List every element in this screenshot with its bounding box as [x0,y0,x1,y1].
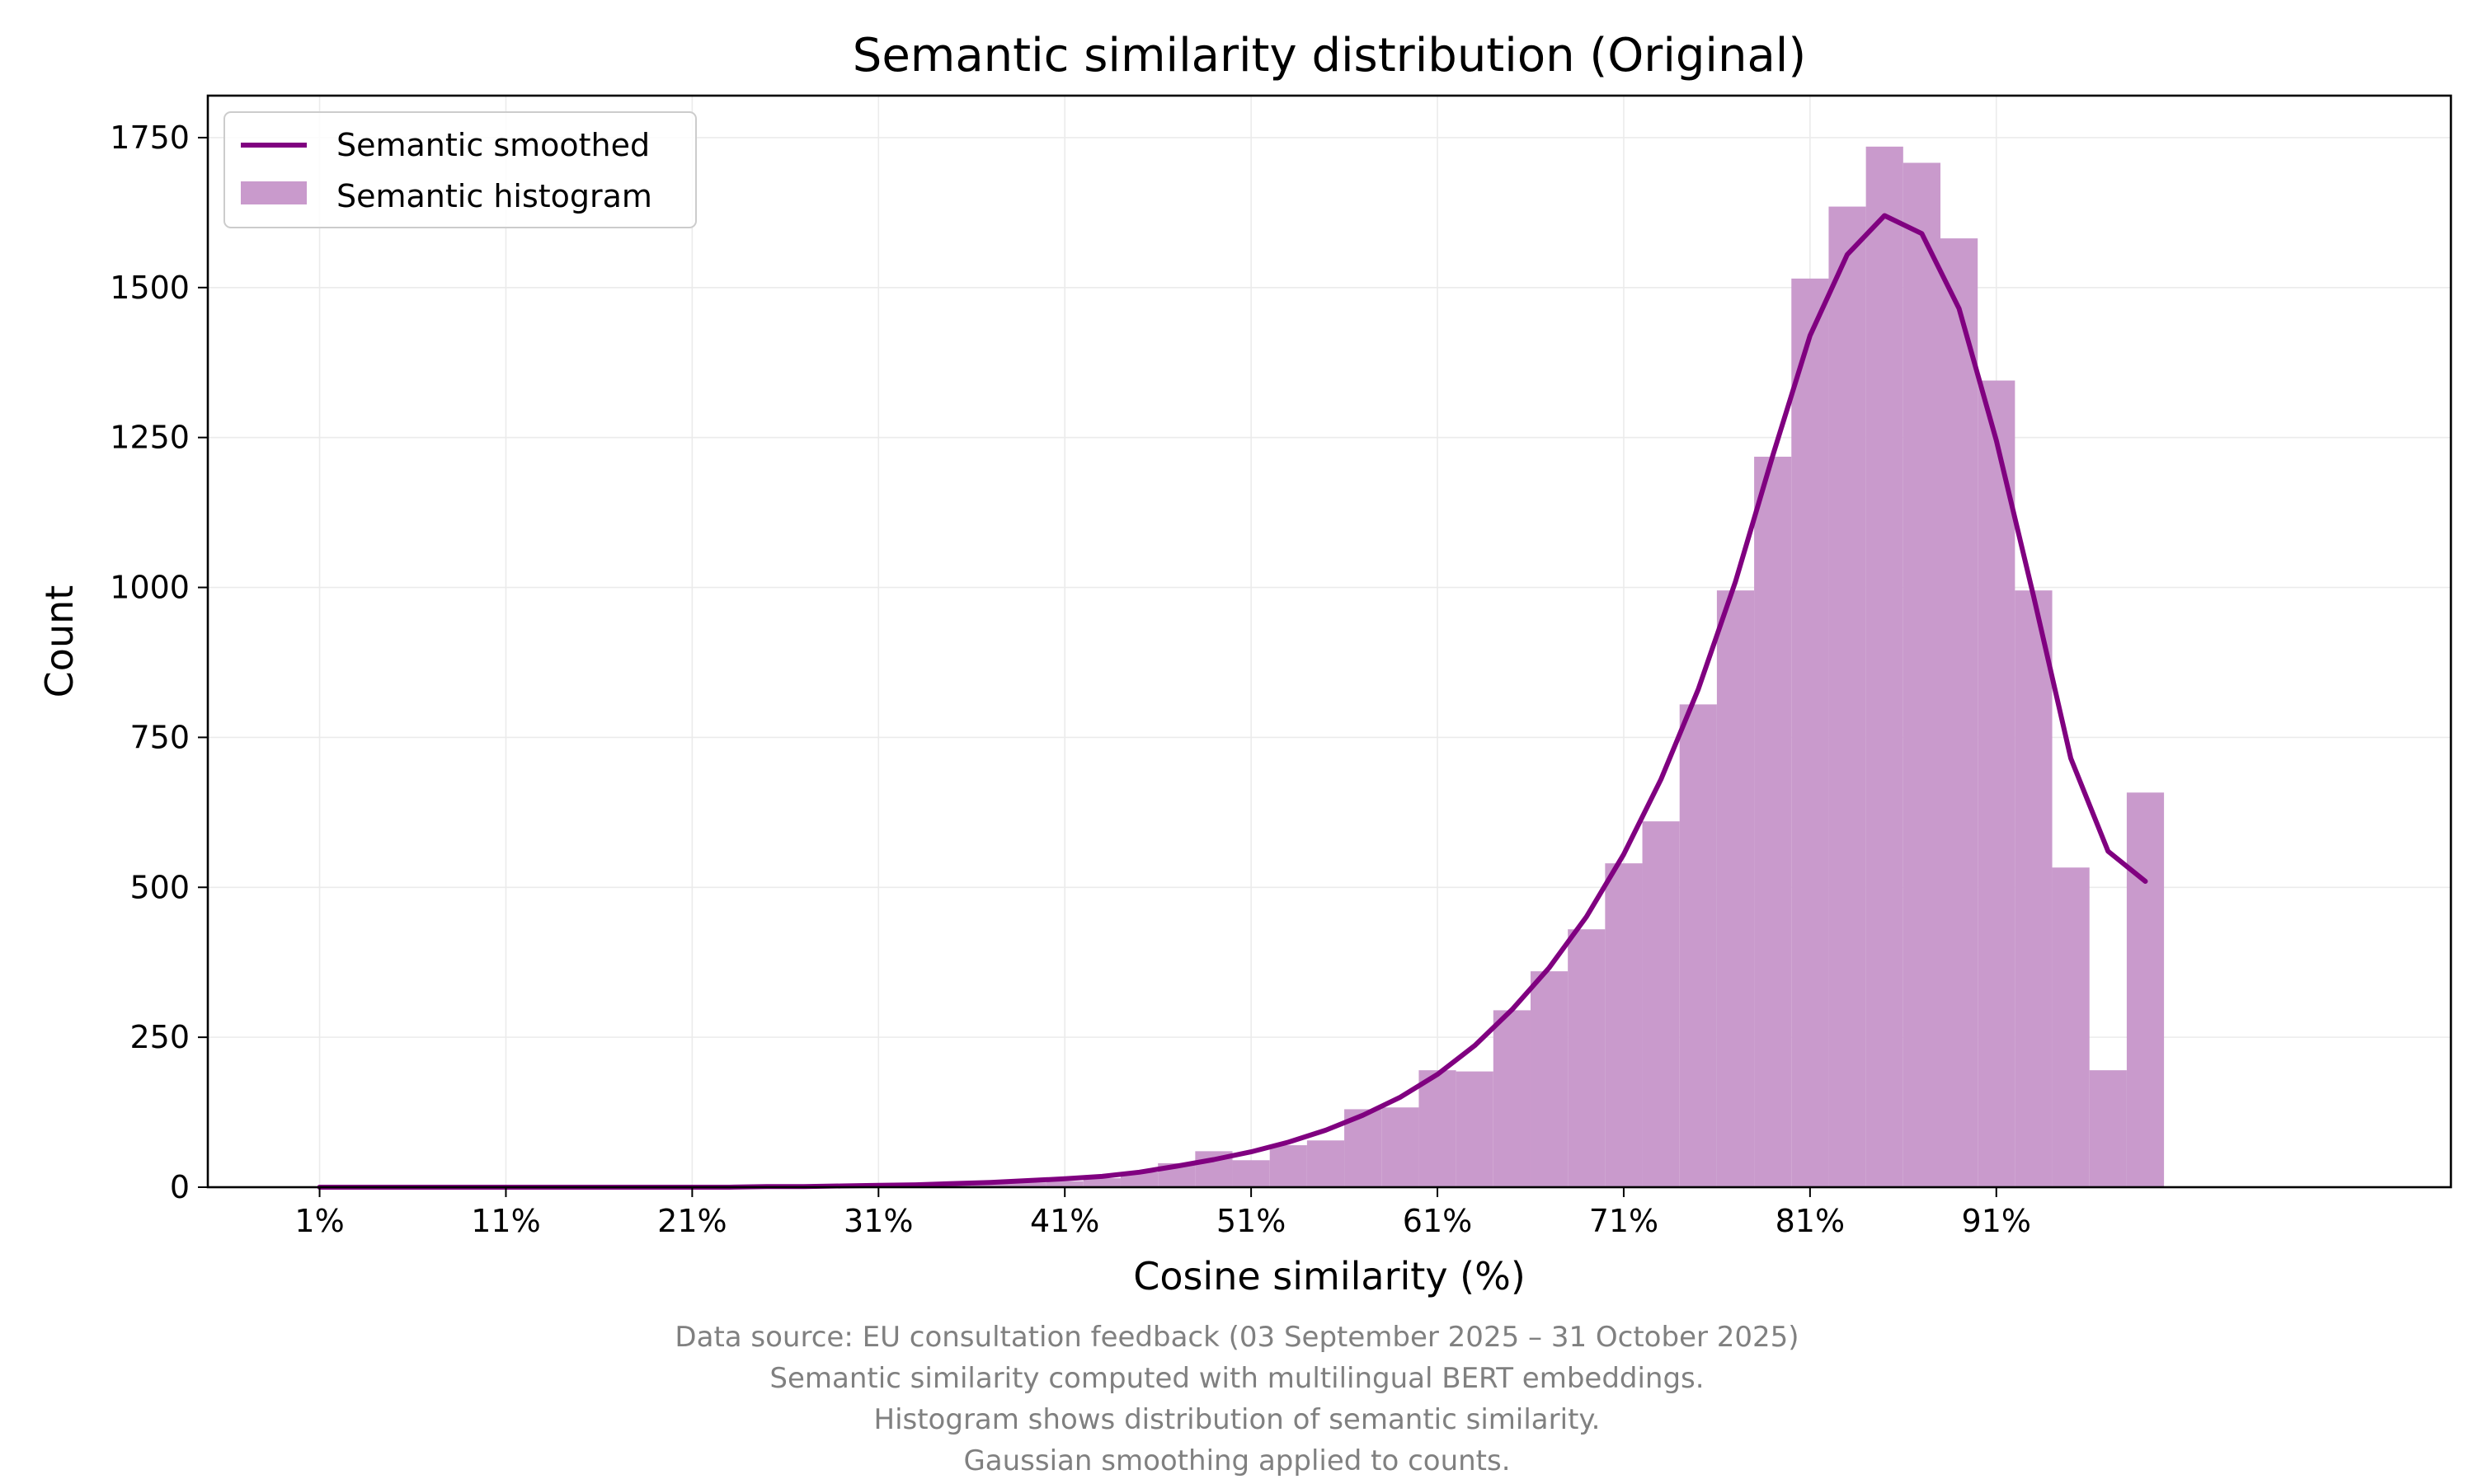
footnote-histogram: Histogram shows distribution of semantic… [873,1403,1601,1436]
y-tick-label: 1750 [110,120,190,156]
histogram-bar [1381,1107,1419,1187]
histogram-bar [2015,590,2053,1187]
plot-frame [206,94,2453,1189]
x-tick-label: 81% [1776,1203,1845,1239]
footnote-smoothing: Gaussian smoothing applied to counts. [963,1444,1511,1477]
legend-box [223,111,697,228]
footnote-data-source: Data source: EU consultation feedback (0… [675,1321,1799,1354]
x-axis-label: Cosine similarity (%) [1133,1254,1526,1298]
y-tick-label: 1250 [110,420,190,456]
chart-title: Semantic similarity distribution (Origin… [853,29,1806,82]
x-tick-label: 31% [844,1203,913,1239]
x-tick-label: 61% [1403,1203,1472,1239]
x-tick-label: 91% [1962,1203,2031,1239]
x-tick-label: 21% [657,1203,727,1239]
histogram-bar [1046,1181,1084,1187]
y-tick-label: 1500 [110,270,190,306]
histogram-bar [1083,1178,1121,1187]
histogram-bar [1978,380,2015,1187]
legend-bar-swatch [241,181,307,204]
footnotes: Data source: EU consultation feedback (0… [0,1317,2474,1482]
y-tick-label: 250 [129,1019,190,1055]
histogram-bar [1568,929,1606,1187]
histogram-bar [1679,704,1717,1187]
histogram-bar [1605,863,1643,1187]
histogram-bar [2126,792,2165,1187]
histogram-bar [1009,1182,1047,1187]
histogram-bar [1493,1010,1531,1187]
x-tick-label: 41% [1030,1203,1099,1239]
y-axis-label: Count [37,585,82,698]
histogram-bar [2052,867,2090,1187]
histogram-bar [1642,821,1680,1187]
histogram-bar [1306,1140,1345,1187]
x-tick-label: 11% [471,1203,540,1239]
histogram-bar [2089,1070,2127,1187]
histogram-bar [1865,146,1903,1187]
histogram-bar [1940,238,1978,1188]
histogram-bar [1120,1172,1159,1187]
histogram-bar [1791,278,1829,1187]
y-tick-label: 750 [129,719,190,755]
histogram-bar [1828,206,1866,1188]
x-tick-label: 71% [1589,1203,1658,1239]
legend-label-histogram: Semantic histogram [336,178,652,214]
histogram-bar [1456,1071,1493,1187]
histogram-bar [971,1183,1009,1187]
y-tick-label: 500 [129,869,190,905]
histogram-bar [1754,456,1792,1187]
y-tick-label: 1000 [110,570,190,606]
legend-label-smoothed: Semantic smoothed [336,127,650,163]
histogram-bar [1903,162,1940,1187]
footnote-embeddings: Semantic similarity computed with multil… [769,1362,1705,1395]
histogram-bar [1269,1145,1307,1187]
histogram-bar [1232,1160,1270,1187]
histogram-bar [1716,590,1755,1187]
y-tick-label: 0 [170,1169,190,1205]
x-tick-label: 51% [1216,1203,1286,1239]
histogram-bar [1530,971,1569,1187]
x-tick-label: 1% [294,1203,344,1239]
histogram-bar [1418,1070,1456,1187]
